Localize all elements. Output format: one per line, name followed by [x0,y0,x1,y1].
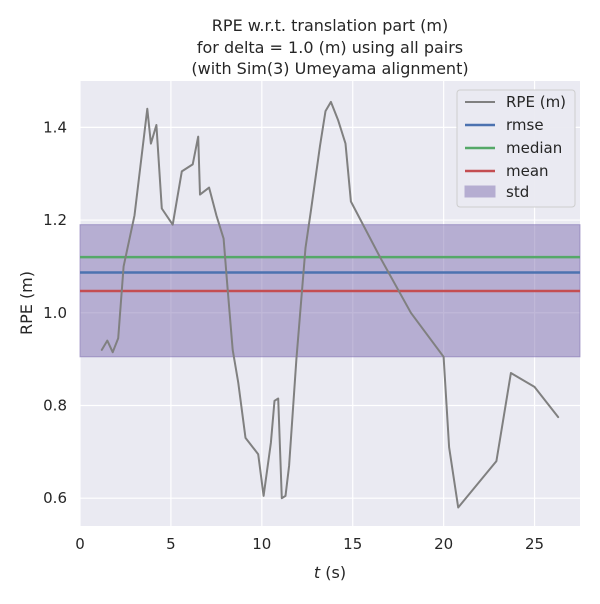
x-tick-label-2: 10 [252,535,271,553]
x-axis-label: t (s) [314,563,346,582]
legend-label-rpe: RPE (m) [506,93,566,111]
x-axis-label-unit: (s) [320,563,346,582]
x-tick-label-1: 5 [166,535,176,553]
y-tick-label-2: 1.0 [43,304,67,322]
series-layer [100,100,560,509]
x-tick-label-5: 25 [525,535,544,553]
title-line-1: RPE w.r.t. translation part (m) [212,16,448,35]
x-tick-label-3: 15 [343,535,362,553]
title-line-3: (with Sim(3) Umeyama alignment) [191,59,468,78]
tick-labels-layer: 0 5 10 15 20 25 0.6 0.8 1.0 1.2 1.4 [43,118,544,553]
title-line-2: for delta = 1.0 (m) using all pairs [197,38,463,57]
rpe-series-line [100,100,560,509]
chart-title: RPE w.r.t. translation part (m) for delt… [191,16,468,78]
legend-label-median: median [506,139,562,157]
y-tick-label-4: 1.4 [43,118,67,136]
x-tick-label-0: 0 [75,535,85,553]
legend-swatch-std [464,185,496,198]
legend-label-rmse: rmse [506,116,544,134]
stat-lines-layer [80,255,580,293]
legend-label-std: std [506,183,529,201]
legend-label-mean: mean [506,162,549,180]
legend: RPE (m) rmse median mean std [456,89,576,208]
legend-box [456,89,576,208]
x-axis-label-italic: t [314,563,321,582]
y-tick-label-0: 0.6 [43,489,67,507]
x-tick-label-4: 20 [434,535,453,553]
y-axis-label: RPE (m) [17,271,36,335]
y-tick-label-3: 1.2 [43,211,67,229]
y-tick-label-1: 0.8 [43,396,67,414]
